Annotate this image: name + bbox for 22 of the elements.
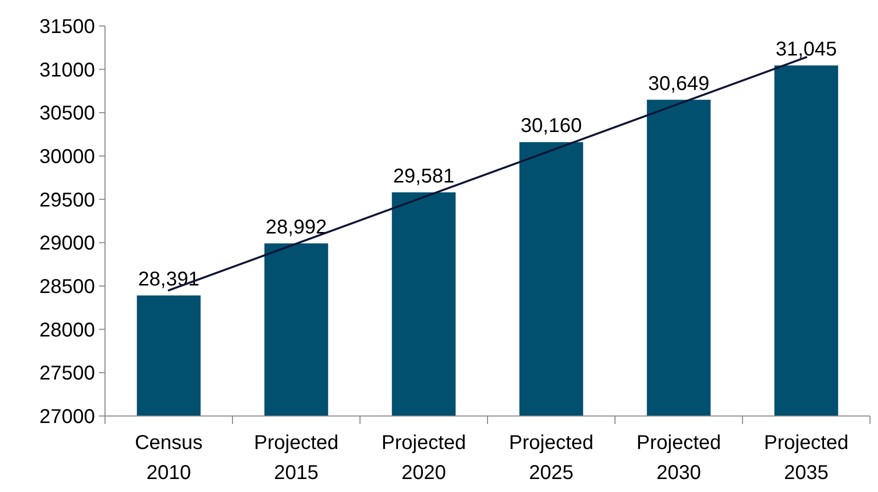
- y-tick-label: 27500: [39, 362, 95, 385]
- x-tick-label: Census 2010: [134, 432, 203, 484]
- y-tick-label: 30500: [39, 102, 95, 125]
- data-label: 30,160: [520, 115, 582, 138]
- y-tick-label: 29500: [39, 189, 95, 212]
- data-label: 29,581: [393, 165, 454, 188]
- data-label: 30,649: [648, 72, 710, 95]
- data-label: 28,992: [266, 216, 327, 238]
- x-tick-label: Projected 2020: [382, 432, 466, 484]
- x-tick-label: Projected 2030: [636, 432, 721, 484]
- y-tick-label: 28500: [39, 276, 95, 298]
- y-tick-label: 31000: [39, 59, 95, 82]
- x-tick-label: Projected 2015: [254, 432, 338, 484]
- x-tick-label: Projected 2035: [764, 432, 848, 484]
- data-label: 31,045: [776, 38, 837, 60]
- x-tick-label: Projected 2025: [509, 432, 594, 484]
- y-tick-label: 28000: [39, 319, 95, 342]
- y-tick-label: 27000: [39, 406, 95, 428]
- y-tick-label: 30000: [39, 146, 95, 168]
- y-tick-label: 29000: [39, 232, 95, 255]
- data-label: 28,391: [138, 268, 200, 290]
- y-tick-label: 31500: [39, 16, 95, 38]
